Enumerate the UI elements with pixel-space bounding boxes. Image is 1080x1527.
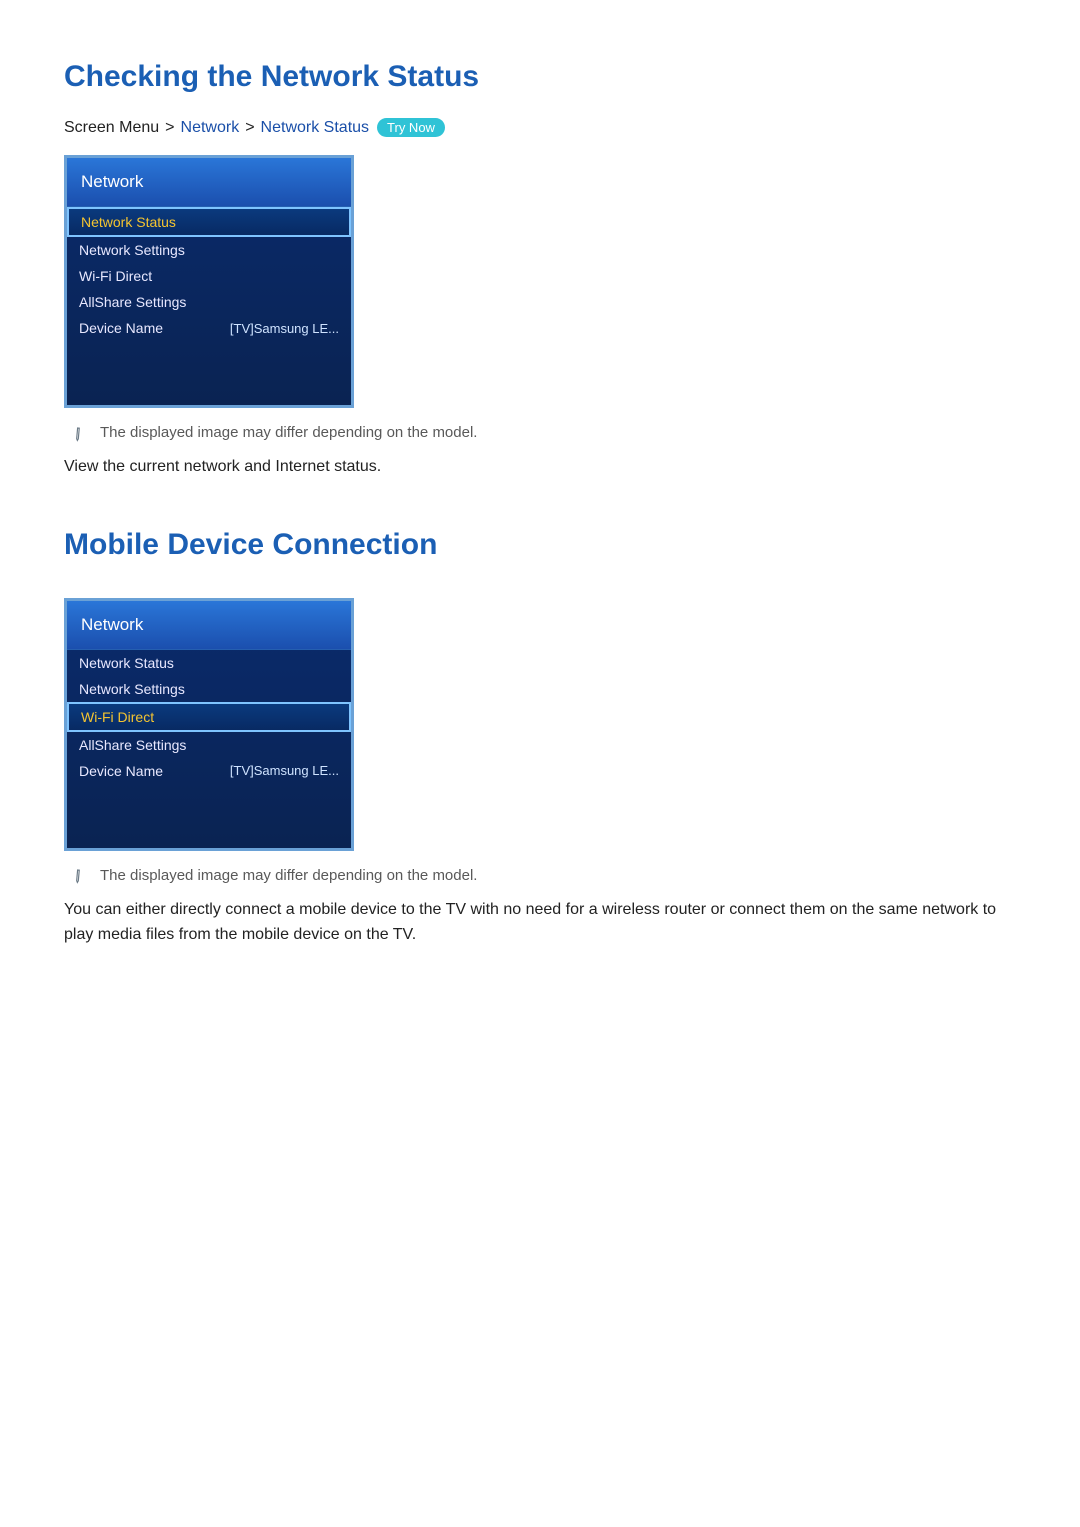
menu-item-value: [TV]Samsung LE... — [230, 321, 339, 336]
menu-item-wifi-direct[interactable]: Wi-Fi Direct — [67, 702, 351, 732]
breadcrumb-prefix: Screen Menu — [64, 119, 159, 137]
pencil-icon — [67, 421, 90, 444]
menu-item-value: [TV]Samsung LE... — [230, 763, 339, 778]
menu-item-network-status[interactable]: Network Status — [67, 207, 351, 237]
breadcrumb-separator: > — [165, 119, 174, 137]
menu-item-label: Device Name — [79, 763, 163, 779]
body-text: You can either directly connect a mobile… — [64, 898, 1016, 948]
body-text: View the current network and Internet st… — [64, 455, 1016, 480]
section-heading: Checking the Network Status — [64, 60, 1016, 94]
menu-item-device-name[interactable]: Device Name [TV]Samsung LE... — [67, 315, 351, 341]
note-text: The displayed image may differ depending… — [100, 424, 477, 441]
menu-item-device-name[interactable]: Device Name [TV]Samsung LE... — [67, 758, 351, 784]
menu-item-label: Network Status — [79, 655, 174, 671]
menu-item-label: Wi-Fi Direct — [81, 709, 154, 725]
note-row: The displayed image may differ depending… — [70, 867, 1016, 884]
note-row: The displayed image may differ depending… — [70, 424, 1016, 441]
menu-item-network-settings[interactable]: Network Settings — [67, 237, 351, 263]
menu-item-allshare-settings[interactable]: AllShare Settings — [67, 289, 351, 315]
panel-title: Network — [67, 158, 351, 207]
network-menu-panel: Network Network Status Network Settings … — [64, 598, 354, 851]
menu-item-network-status[interactable]: Network Status — [67, 650, 351, 676]
breadcrumb-item: Network Status — [261, 119, 369, 137]
menu-item-label: Network Settings — [79, 681, 185, 697]
menu-item-label: AllShare Settings — [79, 294, 186, 310]
section-heading: Mobile Device Connection — [64, 528, 1016, 562]
pencil-icon — [67, 864, 90, 887]
breadcrumb: Screen Menu > Network > Network Status T… — [64, 118, 1016, 137]
menu-item-label: Wi-Fi Direct — [79, 268, 152, 284]
breadcrumb-separator: > — [245, 119, 254, 137]
panel-title: Network — [67, 601, 351, 650]
menu-item-network-settings[interactable]: Network Settings — [67, 676, 351, 702]
note-text: The displayed image may differ depending… — [100, 867, 477, 884]
network-menu-panel: Network Network Status Network Settings … — [64, 155, 354, 408]
menu-item-label: Device Name — [79, 320, 163, 336]
menu-item-allshare-settings[interactable]: AllShare Settings — [67, 732, 351, 758]
menu-item-label: Network Settings — [79, 242, 185, 258]
menu-item-label: AllShare Settings — [79, 737, 186, 753]
breadcrumb-item: Network — [181, 119, 240, 137]
menu-item-label: Network Status — [81, 214, 176, 230]
try-now-pill[interactable]: Try Now — [377, 118, 445, 137]
menu-item-wifi-direct[interactable]: Wi-Fi Direct — [67, 263, 351, 289]
